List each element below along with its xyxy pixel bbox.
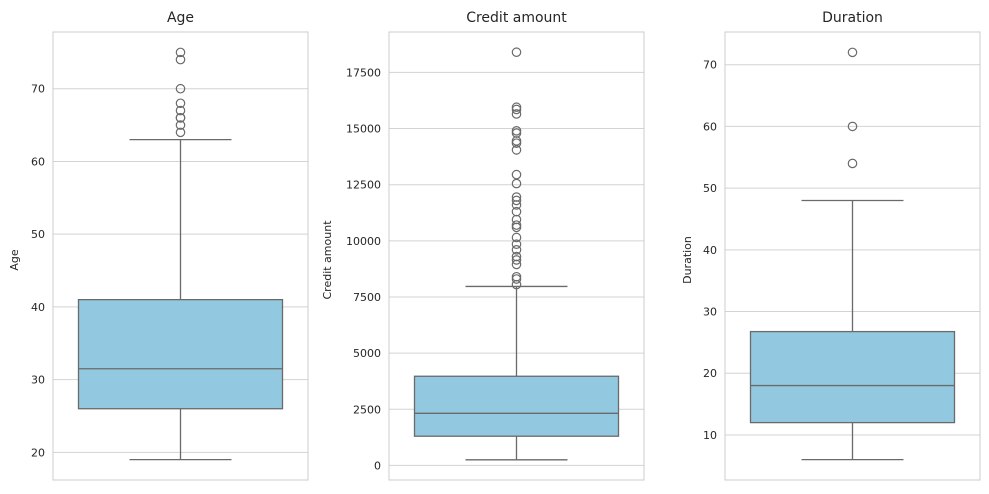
y-tick-label: 30 (31, 374, 45, 387)
y-tick-label: 30 (703, 306, 717, 319)
y-tick-label: 50 (31, 228, 45, 241)
y-tick-label: 0 (374, 459, 381, 472)
y-tick-label: 10 (703, 429, 717, 442)
box-iqr (749, 330, 956, 424)
y-tick-label: 40 (31, 301, 45, 314)
outlier-point (175, 127, 186, 138)
outlier-point (511, 239, 522, 250)
outlier-point (175, 54, 186, 65)
y-tick-label: 60 (31, 155, 45, 168)
outlier-point (175, 83, 186, 94)
y-tick-label: 15000 (346, 123, 381, 136)
y-tick-label: 20 (703, 367, 717, 380)
outlier-point (511, 126, 522, 136)
outlier-point (511, 220, 522, 230)
y-tick-label: 50 (703, 182, 717, 195)
outlier-point (511, 169, 522, 180)
chart-title: Duration (822, 10, 883, 26)
chart-title: Credit amount (466, 10, 567, 26)
outlier-point (511, 109, 522, 119)
outlier-point (175, 98, 186, 109)
box-iqr (77, 298, 284, 410)
chart-title: Age (167, 10, 194, 26)
outlier-point (511, 255, 522, 265)
y-tick-label: 5000 (353, 347, 381, 360)
axes-frame (388, 31, 645, 481)
outlier-point (511, 192, 522, 202)
outlier-point (511, 214, 522, 225)
outlier-point (175, 105, 186, 116)
outlier-point (511, 251, 522, 262)
y-tick-label: 7500 (353, 291, 381, 304)
y-axis-label: Age (8, 249, 21, 271)
outlier-point (511, 232, 522, 243)
outlier-point (511, 47, 522, 58)
outlier-point (847, 121, 858, 132)
y-tick-label: 2500 (353, 403, 381, 416)
y-tick-label: 60 (703, 120, 717, 133)
outlier-point (511, 245, 522, 255)
y-tick-label: 12500 (346, 179, 381, 192)
y-tick-label: 17500 (346, 66, 381, 79)
outlier-point (511, 178, 522, 189)
y-tick-label: 70 (703, 59, 717, 72)
y-tick-label: 70 (31, 83, 45, 96)
outlier-point (175, 47, 186, 58)
y-axis-label: Duration (681, 236, 694, 284)
y-tick-label: 40 (703, 244, 717, 257)
outlier-point (847, 158, 858, 169)
outlier-point (511, 195, 522, 206)
outlier-point (511, 102, 522, 113)
outlier-point (511, 206, 522, 217)
y-axis-label: Credit amount (321, 220, 334, 300)
outlier-point (847, 47, 858, 58)
outlier-point (511, 271, 522, 282)
axes-frame (52, 31, 309, 481)
y-tick-label: 20 (31, 446, 45, 459)
y-tick-label: 10000 (346, 235, 381, 248)
box-iqr (413, 375, 620, 437)
axes-frame (724, 31, 981, 481)
outlier-point (175, 120, 186, 130)
outlier-point (175, 113, 186, 123)
